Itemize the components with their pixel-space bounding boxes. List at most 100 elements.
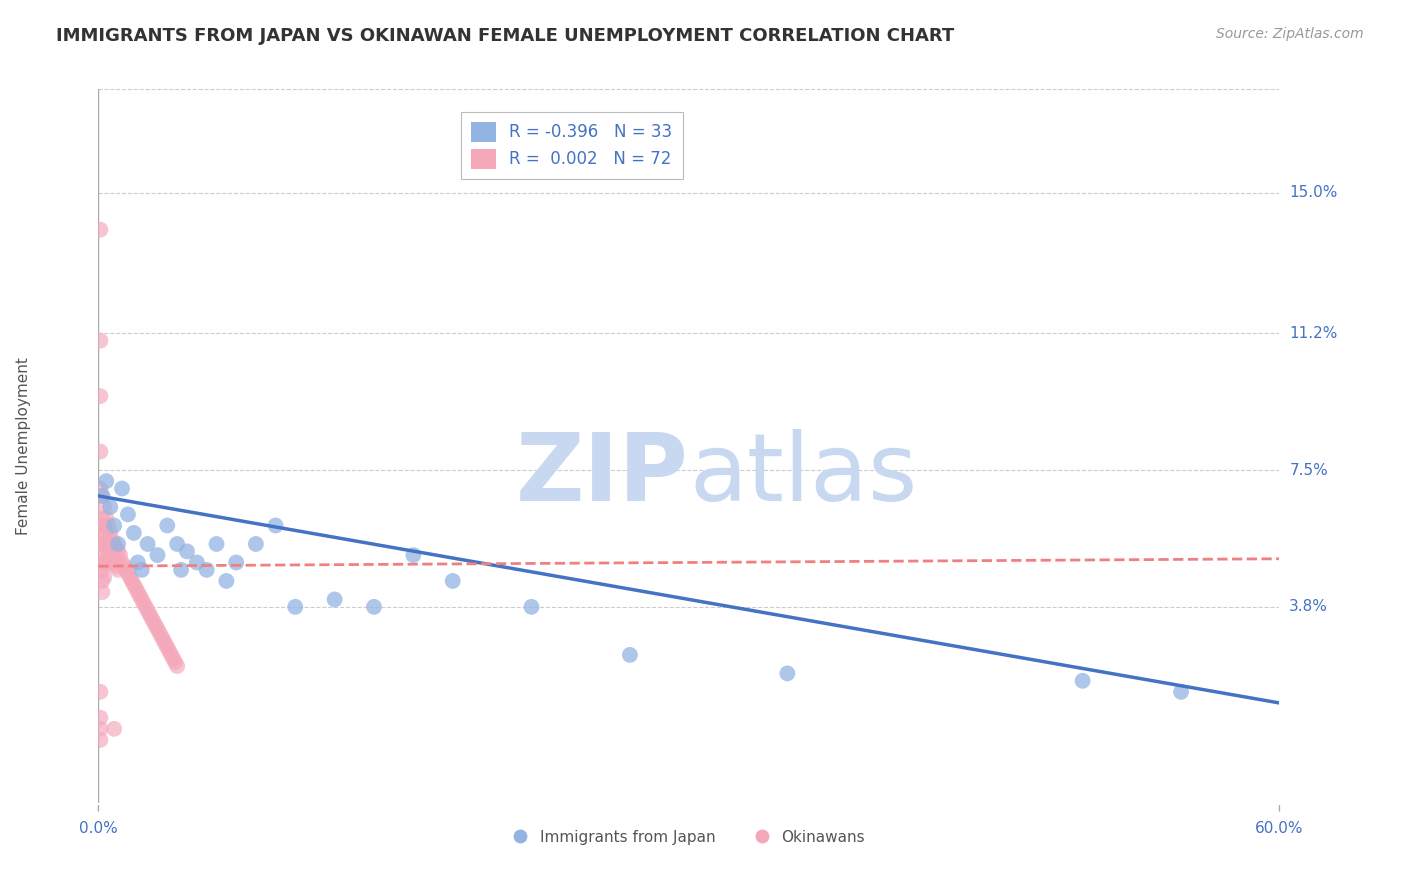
Point xyxy=(127,556,149,570)
Point xyxy=(91,548,114,562)
Point xyxy=(107,544,129,558)
Text: atlas: atlas xyxy=(689,428,917,521)
Point xyxy=(245,537,267,551)
Point xyxy=(1071,673,1094,688)
Point xyxy=(96,556,118,570)
Point xyxy=(105,559,128,574)
Point xyxy=(107,537,129,551)
Point xyxy=(205,537,228,551)
Point xyxy=(96,511,118,525)
Point xyxy=(91,563,114,577)
Point xyxy=(121,574,143,588)
Point xyxy=(135,599,157,614)
Point xyxy=(156,518,179,533)
Point xyxy=(91,574,114,588)
Point xyxy=(138,607,160,622)
Text: 7.5%: 7.5% xyxy=(1289,463,1329,477)
Point xyxy=(152,633,174,648)
Point xyxy=(96,541,118,555)
Text: 3.8%: 3.8% xyxy=(1289,599,1329,615)
Point xyxy=(141,611,163,625)
Point xyxy=(91,525,114,540)
Point xyxy=(215,574,238,588)
Point xyxy=(93,518,115,533)
Point xyxy=(176,544,198,558)
Text: ZIP: ZIP xyxy=(516,428,689,521)
Point xyxy=(195,563,218,577)
Point xyxy=(93,537,115,551)
Point xyxy=(93,556,115,570)
Point xyxy=(89,334,111,348)
Point xyxy=(103,537,125,551)
Text: 15.0%: 15.0% xyxy=(1289,186,1337,200)
Legend: Immigrants from Japan, Okinawans: Immigrants from Japan, Okinawans xyxy=(505,822,873,852)
Point xyxy=(150,629,173,643)
Point xyxy=(96,474,118,488)
Point xyxy=(131,563,153,577)
Point xyxy=(146,622,169,636)
Point xyxy=(1170,685,1192,699)
Point xyxy=(103,518,125,533)
Point xyxy=(225,556,247,570)
Point xyxy=(89,537,111,551)
Point xyxy=(155,637,177,651)
Point xyxy=(97,533,120,548)
Point xyxy=(89,733,111,747)
Point xyxy=(122,525,145,540)
Point xyxy=(264,518,287,533)
Point xyxy=(98,541,121,555)
Point xyxy=(128,589,150,603)
Point xyxy=(776,666,799,681)
Point xyxy=(131,592,153,607)
Point xyxy=(148,625,170,640)
Point xyxy=(91,489,114,503)
Point xyxy=(165,655,187,669)
Text: Source: ZipAtlas.com: Source: ZipAtlas.com xyxy=(1216,27,1364,41)
Point xyxy=(166,659,188,673)
Point xyxy=(93,570,115,584)
Point xyxy=(136,537,159,551)
Point xyxy=(101,548,124,562)
Point xyxy=(160,648,183,662)
Point xyxy=(170,563,193,577)
Text: Female Unemployment: Female Unemployment xyxy=(15,357,31,535)
Point xyxy=(117,566,139,581)
Point xyxy=(89,685,111,699)
Point xyxy=(146,548,169,562)
Point xyxy=(127,585,149,599)
Point xyxy=(96,525,118,540)
Point xyxy=(157,644,180,658)
Point xyxy=(145,618,167,632)
Point xyxy=(142,615,165,629)
Point xyxy=(89,444,111,458)
Point xyxy=(98,500,121,514)
Point xyxy=(166,537,188,551)
Point xyxy=(91,585,114,599)
Point xyxy=(284,599,307,614)
Point xyxy=(111,556,134,570)
Point xyxy=(162,651,184,665)
Point xyxy=(89,389,111,403)
Point xyxy=(89,223,111,237)
Point xyxy=(323,592,346,607)
Point xyxy=(105,541,128,555)
Point xyxy=(89,556,111,570)
Point xyxy=(89,711,111,725)
Point xyxy=(117,508,139,522)
Text: IMMIGRANTS FROM JAPAN VS OKINAWAN FEMALE UNEMPLOYMENT CORRELATION CHART: IMMIGRANTS FROM JAPAN VS OKINAWAN FEMALE… xyxy=(56,27,955,45)
Point xyxy=(156,640,179,655)
Point xyxy=(118,570,141,584)
Point xyxy=(186,556,208,570)
Point xyxy=(89,482,111,496)
Text: 11.2%: 11.2% xyxy=(1289,326,1337,341)
Point xyxy=(98,525,121,540)
Point xyxy=(91,489,114,503)
Point xyxy=(107,563,129,577)
Point xyxy=(136,603,159,617)
Point xyxy=(97,548,120,562)
Point xyxy=(111,482,134,496)
Point xyxy=(89,722,111,736)
Point xyxy=(103,722,125,736)
Point xyxy=(103,556,125,570)
Point xyxy=(122,577,145,591)
